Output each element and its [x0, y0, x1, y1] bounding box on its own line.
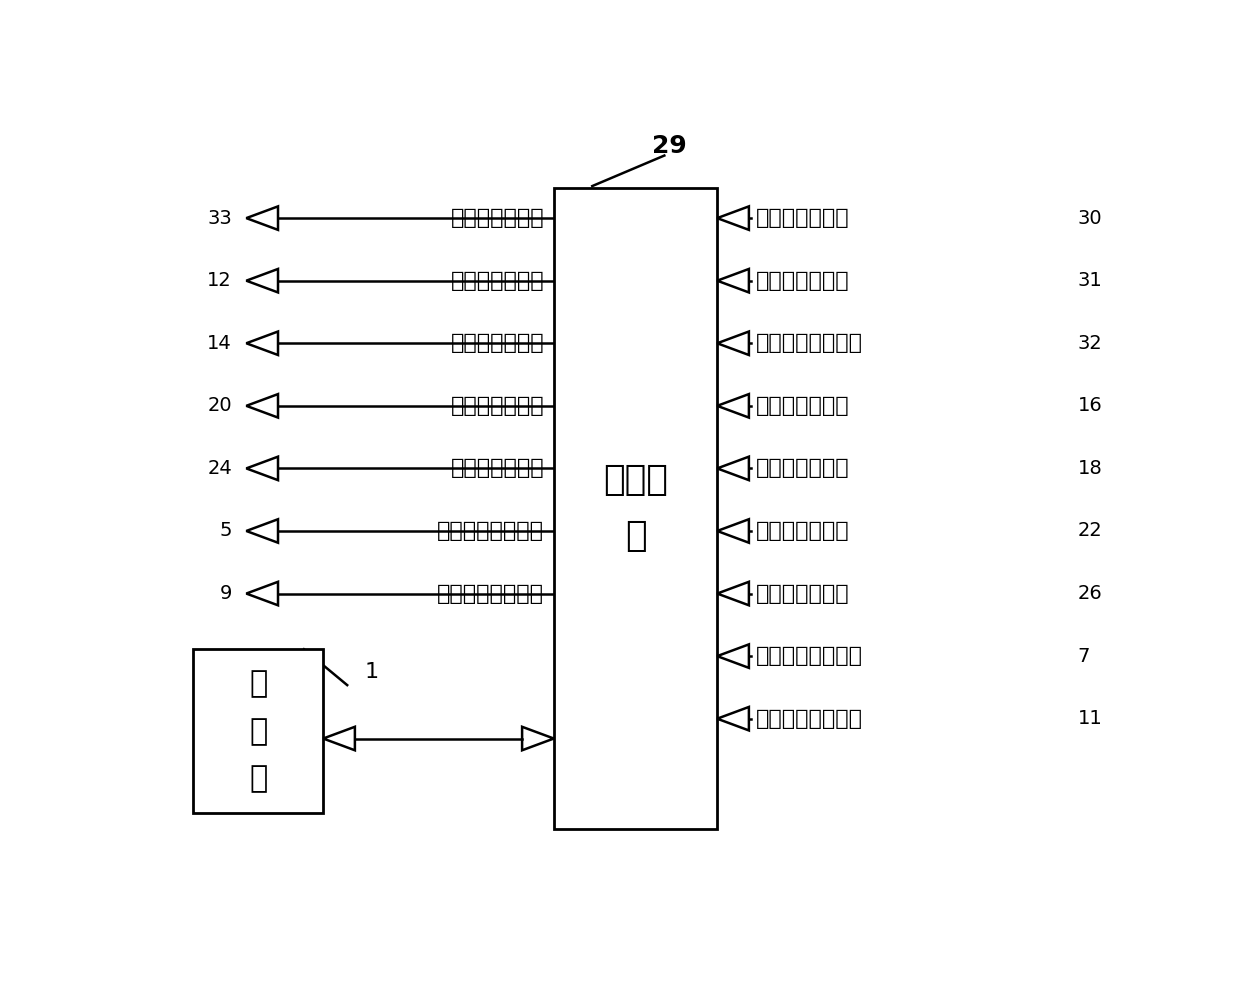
Text: 动臂转角传感器: 动臂转角传感器: [755, 208, 849, 228]
Text: 11: 11: [1078, 710, 1102, 728]
Text: 5: 5: [219, 521, 232, 540]
Text: 斗杆挖掘电磁阀: 斗杆挖掘电磁阀: [450, 395, 544, 416]
Text: 动臂提升传感器: 动臂提升传感器: [755, 395, 849, 416]
Text: 24: 24: [207, 459, 232, 478]
Text: 20: 20: [207, 396, 232, 415]
Text: 松土钩卸载电磁阀: 松土钩卸载电磁阀: [438, 584, 544, 604]
Text: 动臂下降电磁阀: 动臂下降电磁阀: [450, 333, 544, 353]
Text: 31: 31: [1078, 272, 1102, 290]
Text: 14: 14: [207, 334, 232, 353]
Text: 1: 1: [365, 662, 378, 682]
Text: 29: 29: [652, 134, 687, 158]
Text: 发
动
机: 发 动 机: [249, 669, 268, 793]
Text: 松土钩转角传感器: 松土钩转角传感器: [755, 333, 863, 353]
Text: 动臂下降传感器: 动臂下降传感器: [755, 459, 849, 479]
Text: 斗杆挖掘传感器: 斗杆挖掘传感器: [755, 521, 849, 541]
Text: 斗杆卸载传感器: 斗杆卸载传感器: [755, 584, 849, 604]
Bar: [554, 187, 717, 828]
Text: 动臂提升电磁阀: 动臂提升电磁阀: [450, 271, 544, 290]
Text: 16: 16: [1078, 396, 1102, 415]
Bar: [193, 649, 324, 814]
Text: 32: 32: [1078, 334, 1102, 353]
Text: 斗杆转角传感器: 斗杆转角传感器: [755, 271, 849, 290]
Text: 33: 33: [207, 209, 232, 228]
Text: 7: 7: [1078, 646, 1090, 666]
Text: 30: 30: [1078, 209, 1102, 228]
Text: 主控制
器: 主控制 器: [603, 463, 668, 553]
Text: 斗杆卸载电磁阀: 斗杆卸载电磁阀: [450, 459, 544, 479]
Text: 松土钩挖掘传感器: 松土钩挖掘传感器: [755, 646, 863, 666]
Text: 先导锁定电磁阀: 先导锁定电磁阀: [450, 208, 544, 228]
Text: 9: 9: [219, 584, 232, 604]
Text: 12: 12: [207, 272, 232, 290]
Text: 松土钩挖掘电磁阀: 松土钩挖掘电磁阀: [438, 521, 544, 541]
Text: 松土钩卸载传感器: 松土钩卸载传感器: [755, 709, 863, 728]
Text: 18: 18: [1078, 459, 1102, 478]
Text: 26: 26: [1078, 584, 1102, 604]
Text: 22: 22: [1078, 521, 1102, 540]
